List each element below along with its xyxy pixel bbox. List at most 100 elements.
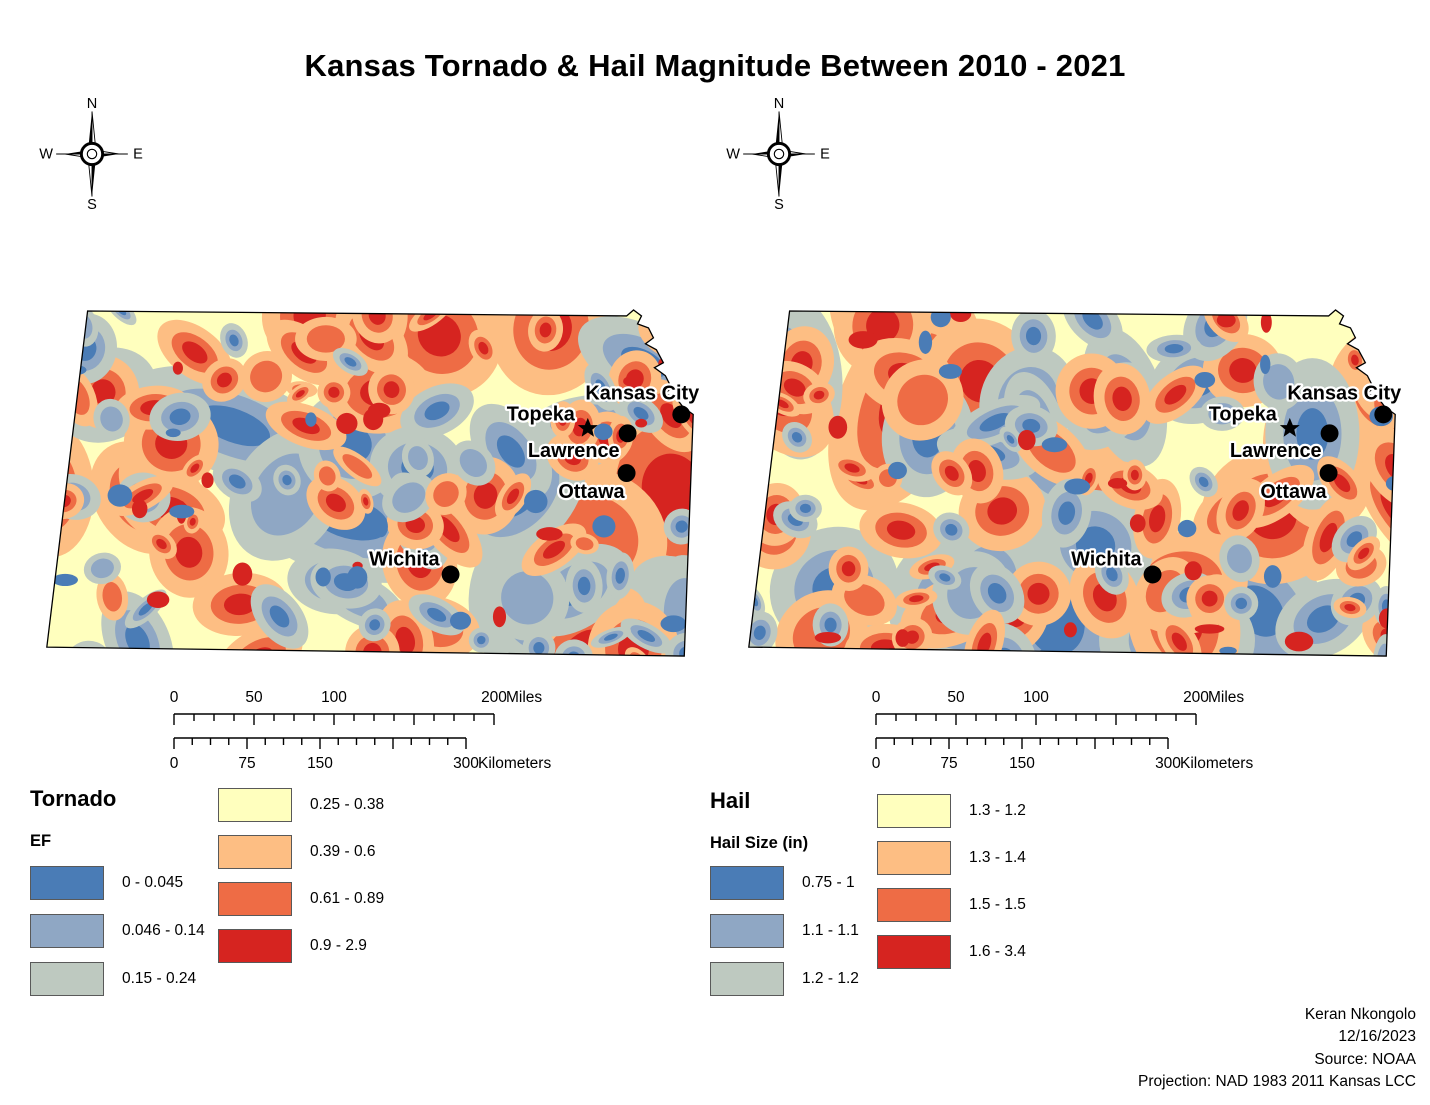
legend-swatch — [218, 882, 292, 916]
svg-text:Kilometers: Kilometers — [478, 755, 551, 772]
compass-w-label: W — [726, 146, 740, 162]
legend-item: 0.75 - 1 — [710, 866, 859, 900]
legend-swatch — [877, 794, 951, 828]
legend-item: 0.61 - 0.89 — [218, 882, 384, 916]
tornado-interpolated-surface — [46, 309, 694, 657]
legend-label: 0 - 0.045 — [122, 874, 184, 891]
city-label-topeka: Topeka — [1209, 403, 1278, 425]
city-markers: Kansas City Topeka Lawrence Ottawa Wichita — [1069, 380, 1403, 584]
compass-e-label: E — [133, 146, 143, 162]
legend-label: 0.39 - 0.6 — [310, 843, 376, 860]
svg-text:50: 50 — [245, 689, 263, 706]
legend-label: 1.1 - 1.1 — [802, 922, 859, 939]
svg-text:Kilometers: Kilometers — [1180, 755, 1253, 772]
scalebar-left: 0 50 100 200 Miles 0 75 150 300 Kilometers — [170, 689, 552, 772]
credit-date: 12/16/2023 — [1338, 1028, 1416, 1046]
legend-label: 1.3 - 1.4 — [969, 849, 1026, 866]
svg-text:300: 300 — [453, 755, 479, 772]
compass-n-label: N — [774, 98, 785, 112]
compass-s-label: S — [87, 197, 97, 210]
city-dot-kansas-city — [672, 405, 691, 424]
city-label-ottawa: Ottawa — [1260, 481, 1327, 503]
svg-text:50: 50 — [947, 689, 965, 706]
legend-swatch — [218, 835, 292, 869]
legend-label: 1.2 - 1.2 — [802, 970, 859, 987]
legend-label: 0.15 - 0.24 — [122, 970, 197, 987]
svg-text:200: 200 — [1183, 689, 1209, 706]
city-dot-ottawa — [1319, 464, 1338, 483]
legend-label: 0.75 - 1 — [802, 874, 855, 891]
legend-swatch — [710, 914, 784, 948]
legend-item: 0.15 - 0.24 — [30, 962, 205, 996]
legend-swatch — [218, 929, 292, 963]
legend-swatch — [877, 935, 951, 969]
legend-swatch — [218, 788, 292, 822]
credits-block: Keran Nkongolo 12/16/2023 Source: NOAA P… — [1138, 1004, 1416, 1094]
svg-text:150: 150 — [307, 755, 333, 772]
svg-text:75: 75 — [940, 755, 957, 772]
svg-text:0: 0 — [872, 755, 881, 772]
svg-text:100: 100 — [1023, 689, 1049, 706]
legend-label: 0.25 - 0.38 — [310, 796, 385, 813]
city-star-topeka — [577, 417, 598, 437]
svg-text:0: 0 — [872, 689, 881, 706]
svg-text:0: 0 — [170, 689, 179, 706]
legend-swatch — [710, 962, 784, 996]
tornado-legend-column-2: 0.25 - 0.38 0.39 - 0.6 0.61 - 0.89 0.9 -… — [218, 788, 384, 963]
hail-legend-subtitle: Hail Size (in) — [710, 834, 809, 852]
tornado-legend-column-1: 0 - 0.045 0.046 - 0.14 0.15 - 0.24 — [30, 866, 205, 996]
svg-text:0: 0 — [170, 755, 179, 772]
legend-label: 0.046 - 0.14 — [122, 922, 205, 939]
hail-legend-column-2: 1.3 - 1.2 1.3 - 1.4 1.5 - 1.5 1.6 - 3.4 — [877, 794, 1026, 969]
tornado-legend-title: Tornado — [30, 786, 117, 811]
city-dot-wichita — [1143, 565, 1162, 584]
hail-map: Kansas City Topeka Lawrence Ottawa Wichita — [748, 309, 1403, 657]
scalebar-right: 0 50 100 200 Miles 0 75 150 300 Kilometers — [872, 689, 1254, 772]
city-dot-kansas-city — [1374, 405, 1393, 424]
legend-swatch — [30, 914, 104, 948]
city-label-kansas-city: Kansas City — [585, 382, 699, 404]
legend-item: 1.6 - 3.4 — [877, 935, 1026, 969]
credit-author: Keran Nkongolo — [1304, 1006, 1416, 1023]
hail-interpolated-surface — [748, 309, 1396, 657]
svg-text:300: 300 — [1155, 755, 1181, 772]
compass-rose-left: N S W E — [39, 98, 143, 210]
compass-star — [752, 111, 806, 197]
legend-item: 0.25 - 0.38 — [218, 788, 384, 822]
tornado-legend-subtitle: EF — [30, 832, 52, 850]
compass-w-label: W — [39, 146, 53, 162]
compass-star — [65, 111, 119, 197]
city-label-wichita: Wichita — [1071, 549, 1142, 571]
page-title: Kansas Tornado & Hail Magnitude Between … — [304, 48, 1126, 83]
compass-e-label: E — [820, 146, 830, 162]
city-markers: Kansas City Topeka Lawrence Ottawa Wichita — [367, 380, 701, 584]
legend-item: 1.1 - 1.1 — [710, 914, 859, 948]
legend-item: 1.3 - 1.2 — [877, 794, 1026, 828]
legend-swatch — [877, 888, 951, 922]
city-label-ottawa: Ottawa — [558, 481, 625, 503]
hail-legend: Hail Hail Size (in) 0.75 - 1 1.1 - 1.1 1… — [710, 788, 1130, 1028]
svg-text:Miles: Miles — [506, 689, 542, 706]
tornado-legend: Tornado EF 0 - 0.045 0.046 - 0.14 0.15 -… — [30, 786, 450, 1026]
legend-item: 1.2 - 1.2 — [710, 962, 859, 996]
hail-legend-column-1: 0.75 - 1 1.1 - 1.1 1.2 - 1.2 — [710, 866, 859, 996]
svg-text:150: 150 — [1009, 755, 1035, 772]
legend-item: 0.046 - 0.14 — [30, 914, 205, 948]
tornado-map: Kansas City Topeka Lawrence Ottawa Wichita — [46, 309, 701, 657]
legend-item: 0.9 - 2.9 — [218, 929, 384, 963]
svg-text:100: 100 — [321, 689, 347, 706]
svg-text:Miles: Miles — [1208, 689, 1244, 706]
compass-rose-right: N S W E — [726, 98, 830, 210]
legend-item: 1.3 - 1.4 — [877, 841, 1026, 875]
legend-swatch — [30, 866, 104, 900]
legend-label: 1.5 - 1.5 — [969, 896, 1026, 913]
city-label-kansas-city: Kansas City — [1287, 382, 1401, 404]
city-label-topeka: Topeka — [507, 403, 576, 425]
svg-text:200: 200 — [481, 689, 507, 706]
legend-item: 0 - 0.045 — [30, 866, 205, 900]
legend-swatch — [30, 962, 104, 996]
legend-item: 0.39 - 0.6 — [218, 835, 384, 869]
legend-label: 0.9 - 2.9 — [310, 937, 367, 954]
legend-item: 1.5 - 1.5 — [877, 888, 1026, 922]
